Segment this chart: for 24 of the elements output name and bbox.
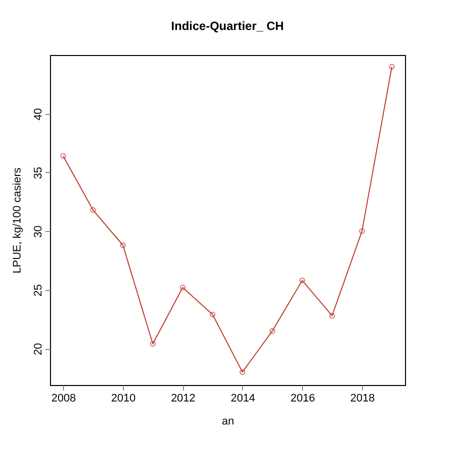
point bbox=[180, 284, 186, 290]
y-tick-label: 40 bbox=[32, 108, 44, 120]
x-tick-label: 2018 bbox=[350, 392, 375, 404]
point bbox=[329, 312, 335, 319]
point bbox=[150, 341, 156, 347]
y-axis-title: LPUE, kg/100 casiers bbox=[12, 167, 24, 274]
point bbox=[269, 328, 276, 334]
x-axis-title: an bbox=[222, 416, 234, 428]
point bbox=[120, 242, 126, 248]
x-tick-label: 2014 bbox=[230, 392, 256, 404]
point bbox=[240, 369, 246, 375]
y-tick-label: 25 bbox=[32, 284, 44, 296]
point bbox=[210, 312, 216, 318]
x-tick-label: 2010 bbox=[111, 392, 136, 404]
x-tick-label: 2012 bbox=[170, 392, 196, 404]
chart-title: Indice-Quartier_ CH bbox=[171, 19, 284, 33]
x-tick-label: 2008 bbox=[51, 392, 76, 404]
y-tick-label: 20 bbox=[32, 342, 44, 356]
point bbox=[90, 207, 96, 213]
point bbox=[359, 228, 365, 234]
point bbox=[299, 278, 306, 284]
y-tick-label: 30 bbox=[32, 226, 44, 238]
y-tick-label: 35 bbox=[32, 166, 44, 180]
x-tick-label: 2016 bbox=[290, 392, 315, 404]
